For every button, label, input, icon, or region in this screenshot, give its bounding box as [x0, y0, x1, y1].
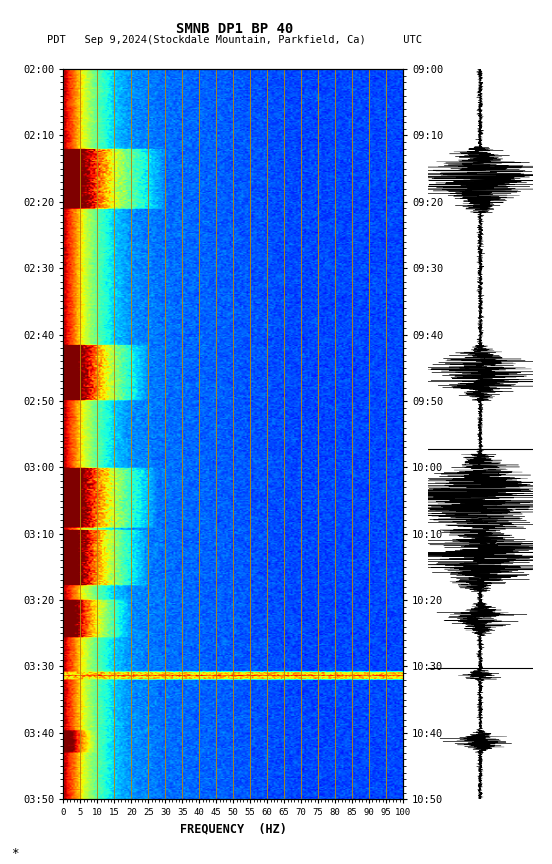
- Text: SMNB DP1 BP 40: SMNB DP1 BP 40: [176, 22, 293, 35]
- Text: *: *: [11, 847, 19, 860]
- Text: PDT   Sep 9,2024(Stockdale Mountain, Parkfield, Ca)      UTC: PDT Sep 9,2024(Stockdale Mountain, Parkf…: [47, 35, 422, 45]
- X-axis label: FREQUENCY  (HZ): FREQUENCY (HZ): [180, 823, 286, 835]
